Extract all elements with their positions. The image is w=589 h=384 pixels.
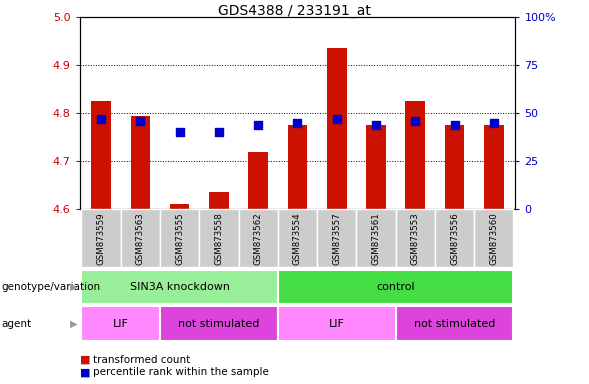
Text: GSM873553: GSM873553	[411, 213, 420, 265]
Point	[97, 116, 106, 122]
Bar	[445, 125, 464, 209]
Text: not stimulated: not stimulated	[178, 319, 260, 329]
Text: GSM873560: GSM873560	[489, 213, 498, 265]
Point	[214, 129, 224, 136]
Point	[175, 129, 184, 136]
Text: ■: ■	[80, 367, 90, 377]
Point	[450, 122, 459, 128]
Bar	[287, 125, 307, 209]
Text: ▶: ▶	[71, 282, 78, 292]
Text: GSM873562: GSM873562	[254, 213, 263, 265]
Text: GSM873559: GSM873559	[97, 213, 105, 265]
Text: GSM873555: GSM873555	[175, 213, 184, 265]
Bar	[131, 116, 150, 209]
Text: transformed count: transformed count	[93, 355, 190, 365]
Text: not stimulated: not stimulated	[414, 319, 495, 329]
Point	[253, 122, 263, 128]
Text: ▶: ▶	[71, 319, 78, 329]
Text: LIF: LIF	[329, 319, 345, 329]
Text: GSM873554: GSM873554	[293, 213, 302, 265]
Text: agent: agent	[1, 319, 31, 329]
Bar	[249, 152, 268, 209]
Point	[135, 118, 145, 124]
Text: percentile rank within the sample: percentile rank within the sample	[93, 367, 269, 377]
Bar	[484, 125, 504, 209]
Bar	[405, 101, 425, 209]
Text: SIN3A knockdown: SIN3A knockdown	[130, 282, 230, 292]
Text: ■: ■	[80, 355, 90, 365]
Text: GSM873557: GSM873557	[332, 213, 341, 265]
Text: GSM873558: GSM873558	[214, 213, 223, 265]
Bar	[327, 48, 346, 209]
Point	[332, 116, 342, 122]
Text: genotype/variation: genotype/variation	[1, 282, 100, 292]
Text: control: control	[376, 282, 415, 292]
Bar	[209, 192, 229, 209]
Bar	[91, 101, 111, 209]
Point	[293, 120, 302, 126]
Text: GSM873556: GSM873556	[450, 213, 459, 265]
Bar	[366, 125, 386, 209]
Point	[411, 118, 420, 124]
Text: GDS4388 / 233191_at: GDS4388 / 233191_at	[218, 4, 371, 18]
Bar	[170, 204, 190, 209]
Text: LIF: LIF	[113, 319, 128, 329]
Text: GSM873561: GSM873561	[372, 213, 380, 265]
Text: GSM873563: GSM873563	[136, 213, 145, 265]
Point	[489, 120, 498, 126]
Point	[371, 122, 380, 128]
